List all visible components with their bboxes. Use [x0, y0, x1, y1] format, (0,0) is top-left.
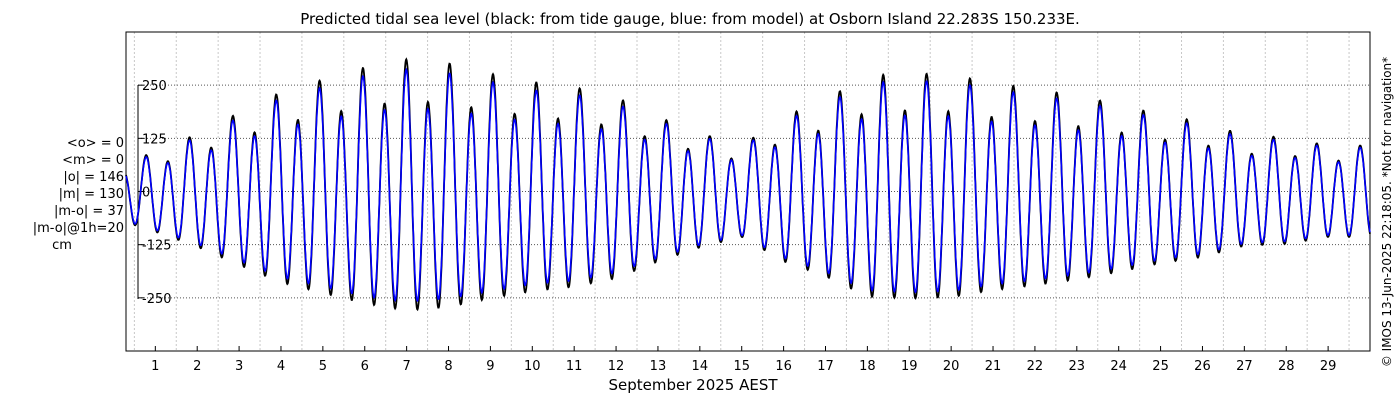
x-tick-label: 11	[566, 359, 583, 374]
x-tick-label: 9	[486, 359, 494, 374]
y-tick-label: 125	[142, 132, 167, 147]
stat-diff: |m-o| = 37	[53, 204, 124, 219]
x-tick-label: 18	[859, 359, 876, 374]
x-tick-label: 28	[1278, 359, 1295, 374]
x-tick-label: 23	[1069, 359, 1086, 374]
chart-title: Predicted tidal sea level (black: from t…	[300, 10, 1080, 28]
x-tick-label: 2	[193, 359, 201, 374]
stats-panel: <o> = 0 <m> = 0 |o| = 146 |m| = 130 |m-o…	[0, 135, 124, 254]
x-tick-label: 15	[733, 359, 750, 374]
y-tick-label: -250	[142, 292, 172, 307]
series-model-line	[125, 67, 1371, 303]
stat-amp-obs: |o| = 146	[63, 170, 124, 185]
x-tick-label: 17	[817, 359, 834, 374]
x-tick-label: 29	[1320, 359, 1337, 374]
x-tick-label: 27	[1236, 359, 1253, 374]
y-tick-label: 250	[142, 79, 167, 94]
x-tick-label: 4	[277, 359, 285, 374]
y-axis: -250 -125 0 125 250	[138, 79, 172, 307]
x-tick-label: 24	[1110, 359, 1127, 374]
x-tick-label: 5	[319, 359, 327, 374]
x-tick-label: 25	[1152, 359, 1169, 374]
stat-mean-model: <m> = 0	[62, 153, 124, 168]
grid-lines	[133, 32, 1370, 351]
x-tick-label: 20	[943, 359, 960, 374]
stat-unit: cm	[52, 238, 72, 253]
x-tick-label: 6	[361, 359, 369, 374]
plot-frame	[125, 31, 1371, 352]
x-tick-label: 21	[985, 359, 1002, 374]
y-tick-label: -125	[142, 239, 172, 254]
x-tick-label: 26	[1194, 359, 1211, 374]
x-tick-label: 8	[444, 359, 452, 374]
x-axis: 1 2 3 4 5 6 7 8 9 10 11 12 13 14 15 16 17 18 19 20 21 22 23 24 2…	[151, 346, 1336, 374]
series-group	[125, 57, 1371, 312]
x-tick-label: 7	[402, 359, 410, 374]
y-tick-label: 0	[142, 186, 150, 201]
x-tick-label: 22	[1027, 359, 1044, 374]
stat-diff-1h: |m-o|@1h=20	[32, 221, 124, 236]
x-tick-label: 1	[151, 359, 159, 374]
stat-mean-obs: <o> = 0	[66, 136, 124, 151]
stat-amp-model: |m| = 130	[58, 187, 124, 202]
x-tick-label: 3	[235, 359, 243, 374]
x-tick-label: 16	[775, 359, 792, 374]
x-tick-label: 14	[692, 359, 709, 374]
x-tick-label: 19	[901, 359, 918, 374]
x-tick-label: 10	[524, 359, 541, 374]
x-tick-label: 12	[608, 359, 625, 374]
x-tick-label: 13	[650, 359, 667, 374]
x-axis-label: September 2025 AEST	[608, 376, 778, 394]
credit-text: © IMOS 13-Jun-2025 22:18:05. *Not for na…	[1380, 57, 1394, 367]
